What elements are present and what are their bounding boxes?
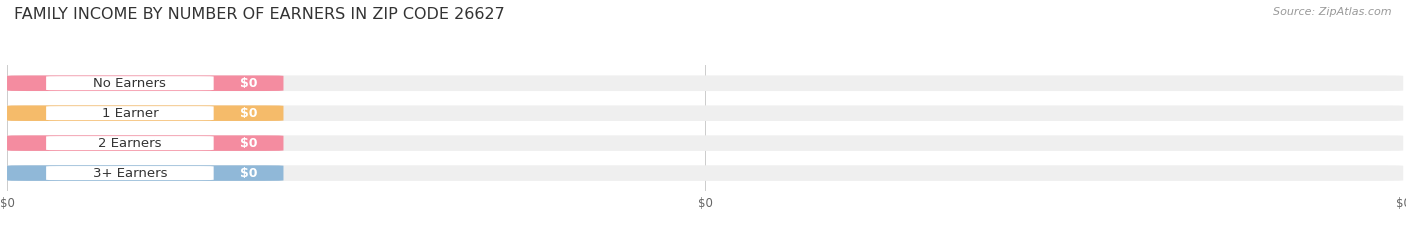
Text: Source: ZipAtlas.com: Source: ZipAtlas.com (1274, 7, 1392, 17)
Text: $0: $0 (240, 107, 257, 120)
FancyBboxPatch shape (7, 105, 284, 121)
FancyBboxPatch shape (46, 76, 214, 90)
FancyBboxPatch shape (46, 106, 214, 120)
FancyBboxPatch shape (7, 165, 284, 181)
Text: 3+ Earners: 3+ Earners (93, 167, 167, 180)
FancyBboxPatch shape (7, 105, 1403, 121)
FancyBboxPatch shape (46, 166, 214, 180)
Text: 1 Earner: 1 Earner (101, 107, 159, 120)
FancyBboxPatch shape (7, 165, 1403, 181)
Text: $0: $0 (240, 77, 257, 90)
FancyBboxPatch shape (7, 135, 284, 151)
Text: $0: $0 (240, 167, 257, 180)
Text: FAMILY INCOME BY NUMBER OF EARNERS IN ZIP CODE 26627: FAMILY INCOME BY NUMBER OF EARNERS IN ZI… (14, 7, 505, 22)
Text: 2 Earners: 2 Earners (98, 137, 162, 150)
FancyBboxPatch shape (46, 136, 214, 150)
FancyBboxPatch shape (7, 75, 1403, 91)
Text: $0: $0 (240, 137, 257, 150)
FancyBboxPatch shape (7, 75, 284, 91)
Text: No Earners: No Earners (93, 77, 166, 90)
FancyBboxPatch shape (7, 135, 1403, 151)
